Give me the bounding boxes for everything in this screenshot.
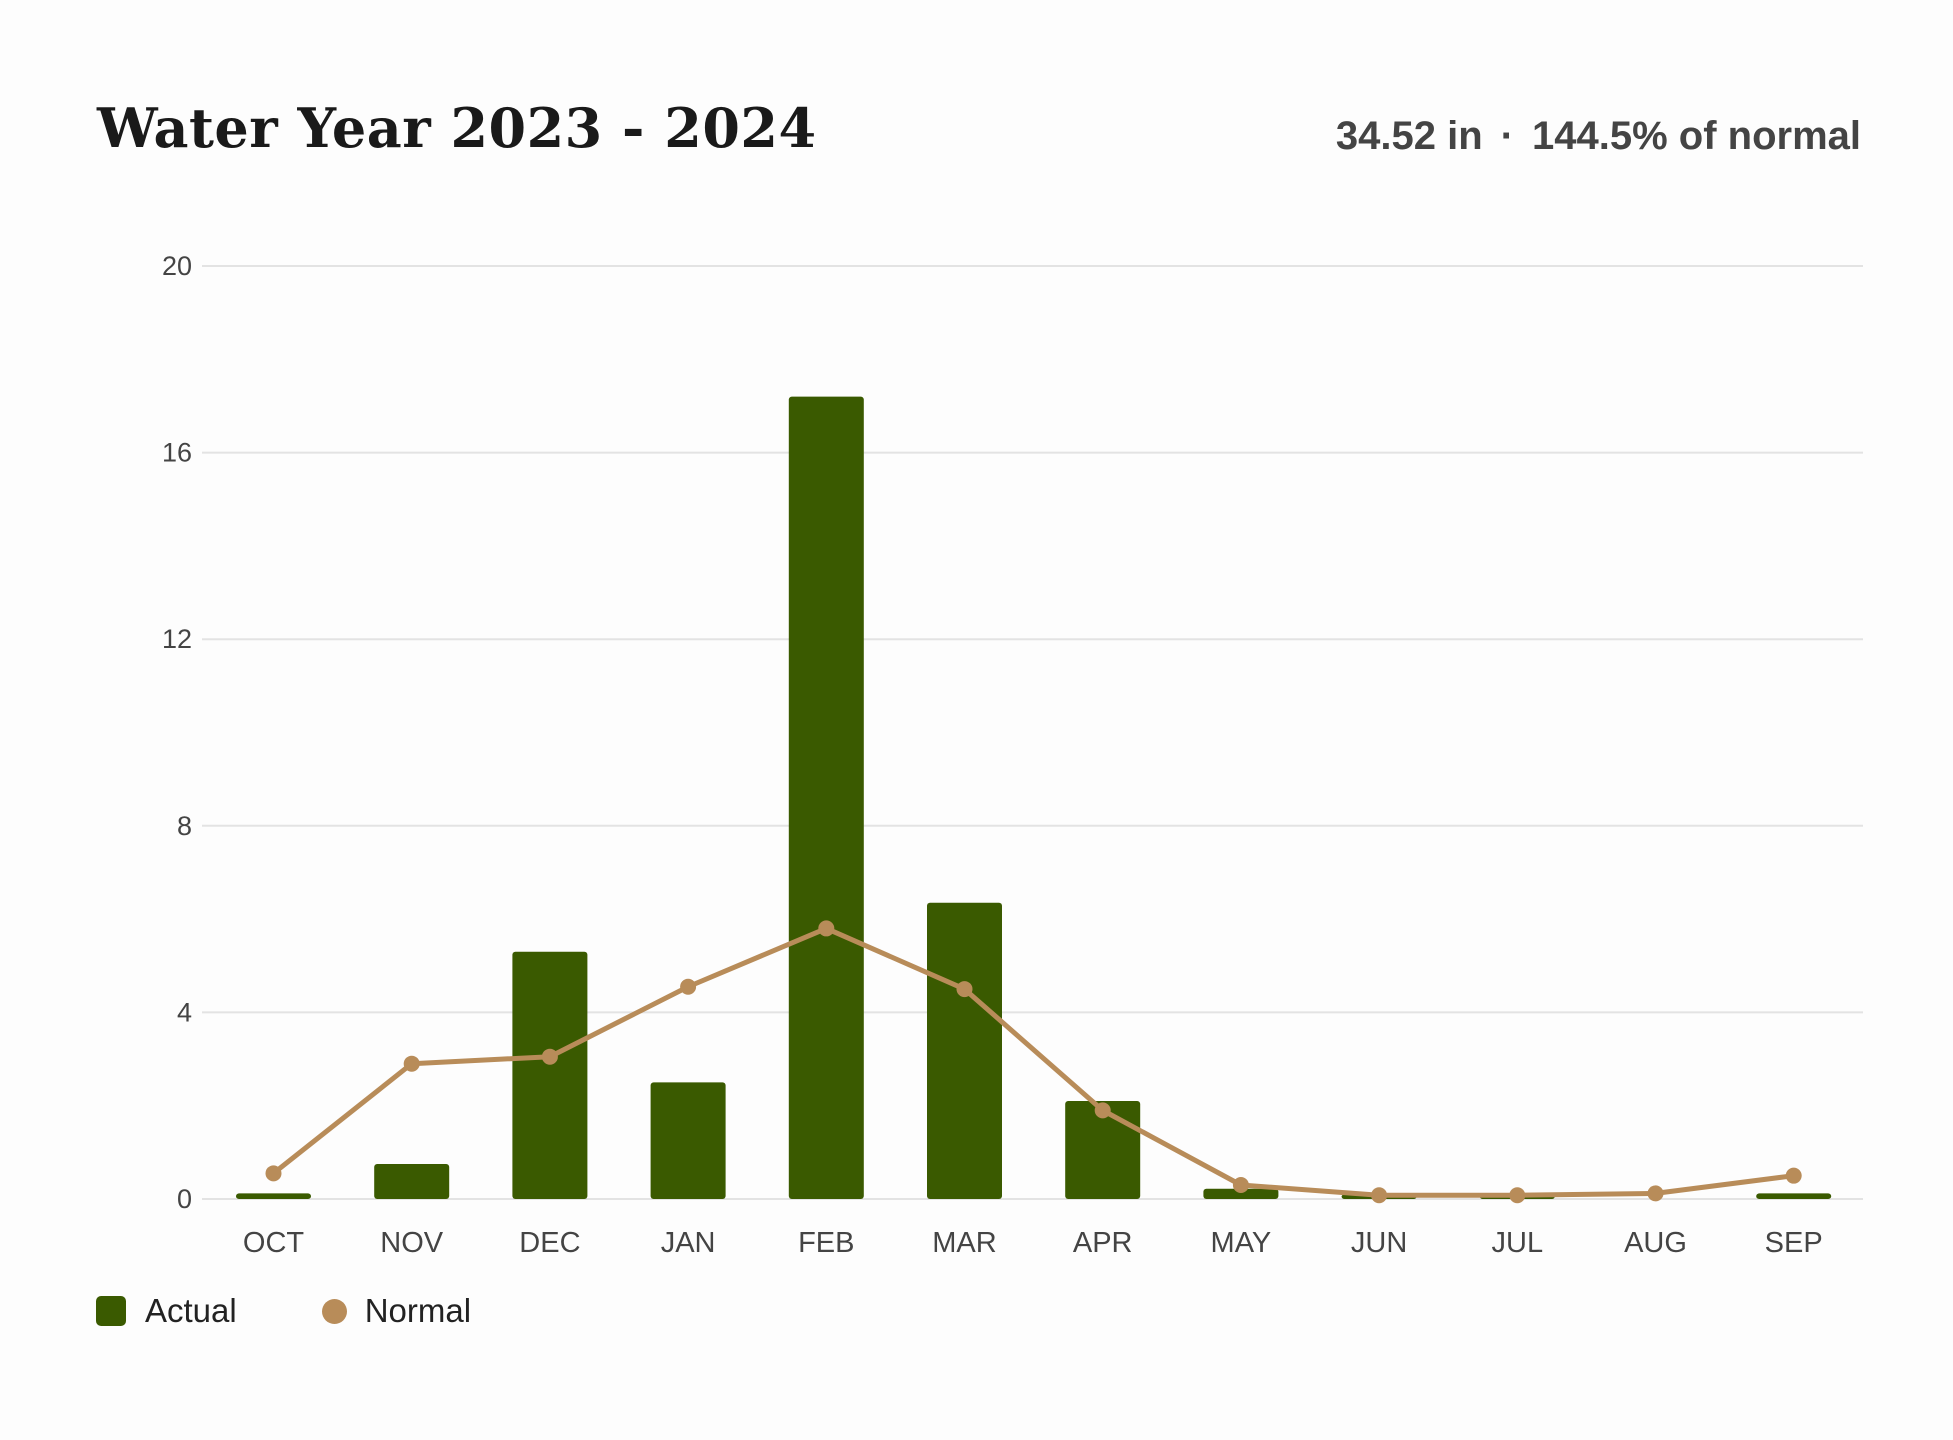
legend: Actual Normal bbox=[96, 1292, 556, 1330]
normal-point-oct[interactable] bbox=[265, 1165, 282, 1182]
y-tick-label: 4 bbox=[177, 997, 192, 1027]
actual-swatch-icon bbox=[96, 1296, 126, 1326]
normal-point-jun[interactable] bbox=[1371, 1187, 1388, 1204]
x-tick-label: JAN bbox=[661, 1227, 716, 1259]
x-tick-label: SEP bbox=[1765, 1227, 1823, 1259]
normal-swatch-icon bbox=[321, 1298, 347, 1324]
normal-line bbox=[271, 925, 1795, 1198]
normal-point-aug[interactable] bbox=[1647, 1185, 1664, 1202]
y-tick-label: 20 bbox=[162, 251, 192, 281]
grid-lines bbox=[202, 265, 1863, 1200]
bar-oct[interactable] bbox=[236, 1193, 311, 1199]
y-tick-label: 16 bbox=[162, 438, 192, 468]
y-axis-ticks: 0 4 8 12 16 20 bbox=[162, 251, 192, 1214]
normal-point-feb[interactable] bbox=[818, 920, 835, 937]
normal-point-jul[interactable] bbox=[1509, 1187, 1526, 1204]
x-tick-label: AUG bbox=[1624, 1227, 1687, 1259]
normal-point-jan[interactable] bbox=[680, 978, 697, 995]
x-tick-label: JUN bbox=[1351, 1227, 1407, 1259]
legend-label-normal: Normal bbox=[364, 1292, 472, 1329]
x-tick-label: DEC bbox=[519, 1227, 580, 1259]
normal-point-may[interactable] bbox=[1232, 1177, 1249, 1194]
legend-item-actual[interactable]: Actual bbox=[96, 1292, 237, 1330]
x-tick-label: NOV bbox=[380, 1227, 444, 1259]
x-axis-ticks: OCT NOV DEC JAN FEB MAR APR MAY JUN JUL AUG SEP bbox=[243, 1227, 1823, 1259]
bar-dec[interactable] bbox=[512, 951, 588, 1199]
bar-sep[interactable] bbox=[1756, 1193, 1832, 1199]
y-tick-label: 8 bbox=[177, 811, 192, 841]
x-tick-label: FEB bbox=[798, 1227, 854, 1259]
x-tick-label: MAR bbox=[932, 1227, 996, 1259]
x-tick-label: OCT bbox=[243, 1227, 305, 1259]
bar-mar[interactable] bbox=[927, 902, 1002, 1199]
x-tick-label: APR bbox=[1073, 1227, 1133, 1259]
x-tick-label: JUL bbox=[1492, 1227, 1544, 1259]
bar-apr[interactable] bbox=[1065, 1101, 1141, 1199]
precipitation-summary: 34.52 in · 144.5% of normal bbox=[1336, 114, 1861, 159]
normal-point-apr[interactable] bbox=[1094, 1102, 1111, 1119]
normal-point-dec[interactable] bbox=[541, 1048, 558, 1065]
bar-jan[interactable] bbox=[650, 1082, 726, 1199]
actual-bars bbox=[236, 396, 1832, 1199]
summary-separator: · bbox=[1500, 114, 1514, 158]
legend-label-actual: Actual bbox=[145, 1292, 237, 1329]
bar-nov[interactable] bbox=[374, 1164, 450, 1199]
chart-title: Water Year 2023 - 2024 bbox=[97, 96, 817, 160]
x-tick-label: MAY bbox=[1211, 1227, 1272, 1259]
percent-of-normal: 144.5% of normal bbox=[1531, 114, 1861, 158]
bar-may[interactable] bbox=[1203, 1188, 1279, 1199]
legend-item-normal[interactable]: Normal bbox=[321, 1292, 472, 1330]
normal-line-series bbox=[265, 920, 1802, 1204]
normal-point-nov[interactable] bbox=[403, 1055, 420, 1072]
bar-feb[interactable] bbox=[788, 396, 864, 1199]
y-tick-label: 12 bbox=[162, 624, 192, 654]
y-tick-label: 0 bbox=[177, 1184, 192, 1214]
normal-point-sep[interactable] bbox=[1785, 1167, 1802, 1184]
total-precipitation: 34.52 in bbox=[1335, 114, 1483, 158]
normal-point-mar[interactable] bbox=[956, 981, 973, 998]
